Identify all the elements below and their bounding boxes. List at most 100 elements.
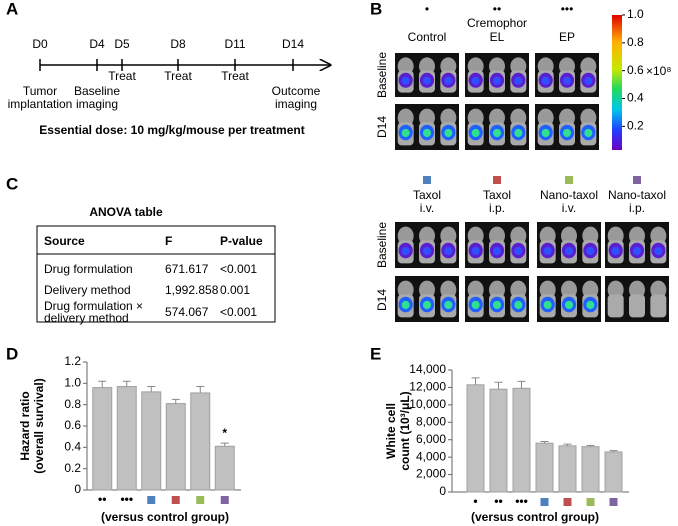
- signal: [541, 76, 550, 85]
- y-tick-label: 1.2: [64, 354, 81, 368]
- y-tick-label: 4,000: [416, 449, 446, 463]
- colorbar-label: 0.2: [627, 119, 644, 133]
- x-tick-marker: [220, 496, 229, 504]
- signal: [401, 76, 410, 85]
- signal: [543, 246, 552, 256]
- signal: [586, 300, 595, 310]
- y-tick-label: 2,000: [416, 467, 446, 481]
- colorbar-label: 0.4: [627, 91, 644, 105]
- y-tick-label: 10,000: [409, 397, 446, 411]
- x-tick-marker: [540, 498, 549, 506]
- signal: [401, 128, 410, 138]
- x-tick-label: ••: [98, 492, 106, 506]
- note: Treat: [108, 69, 136, 83]
- table-cell: 671.617: [165, 262, 209, 276]
- y-axis-label: count (10³/μL): [398, 391, 412, 470]
- signal: [493, 76, 501, 85]
- y-axis-label: (overall survival): [32, 378, 46, 473]
- y-tick-label: 0: [439, 484, 446, 498]
- signal: [563, 128, 571, 138]
- error-bar: [540, 440, 549, 444]
- bar: [489, 388, 508, 493]
- note: Treat: [221, 69, 249, 83]
- mouse: [582, 280, 599, 299]
- error-bar: [586, 444, 595, 447]
- signal: [471, 76, 480, 85]
- signal: [514, 128, 523, 138]
- signal: [563, 76, 571, 85]
- signal: [471, 128, 480, 138]
- table-cell: 1,992.858: [165, 283, 219, 297]
- bar: [165, 403, 186, 491]
- error-bar: [98, 380, 107, 388]
- group-name: EL: [490, 30, 505, 44]
- panel-label: A: [6, 0, 18, 18]
- note: imaging: [275, 97, 317, 111]
- signal: [423, 128, 431, 138]
- mouse: [650, 294, 667, 318]
- signal: [471, 300, 480, 310]
- colorbar-label: 0.6: [627, 63, 644, 77]
- y-tick-label: 0.6: [64, 418, 81, 432]
- y-tick-label: 8,000: [416, 414, 446, 428]
- panel-label: D: [6, 344, 18, 363]
- mouse: [397, 280, 414, 299]
- error-bar: [609, 450, 618, 452]
- annotation: *: [222, 426, 227, 440]
- signal: [611, 246, 620, 256]
- table-cell: <0.001: [220, 262, 257, 276]
- y-tick-label: 6,000: [416, 432, 446, 446]
- y-tick-label: 14,000: [409, 362, 446, 376]
- mouse: [419, 280, 435, 299]
- group-marker: [493, 176, 501, 184]
- table-cell: delivery method: [44, 311, 129, 325]
- bar: [190, 392, 211, 491]
- signal: [493, 300, 501, 310]
- x-axis-label: (versus control group): [471, 510, 599, 524]
- signal: [541, 128, 550, 138]
- group-name: Control: [408, 30, 447, 44]
- x-tick-marker: [609, 498, 618, 506]
- y-tick-label: 0.8: [64, 397, 81, 411]
- mouse: [607, 280, 624, 299]
- note: Treat: [164, 69, 192, 83]
- error-bar: [563, 443, 572, 446]
- group-name: Taxol: [483, 188, 511, 202]
- row-label: D14: [375, 116, 389, 138]
- day-label: D4: [89, 37, 105, 51]
- table-cell: Drug formulation: [44, 262, 133, 276]
- bar: [116, 386, 137, 491]
- y-tick-label: 0: [74, 482, 81, 496]
- group-name: EP: [559, 30, 575, 44]
- row-label: Baseline: [375, 222, 389, 268]
- x-axis-label: (versus control group): [101, 510, 229, 524]
- signal: [423, 246, 431, 256]
- day-label: D14: [282, 37, 304, 51]
- table-header: F: [165, 234, 172, 248]
- signal: [543, 300, 552, 310]
- group-marker: •: [425, 2, 429, 16]
- table-cell: Drug formulation ×: [44, 299, 143, 313]
- mouse: [539, 280, 556, 299]
- row-label: D14: [375, 289, 389, 311]
- group-marker: •••: [561, 2, 574, 16]
- error-bar: [517, 380, 526, 389]
- x-tick-label: ••: [494, 494, 502, 508]
- mouse: [510, 280, 527, 299]
- y-axis-label: Hazard ratio: [18, 391, 32, 460]
- signal: [565, 246, 573, 256]
- note: Tumor: [23, 84, 57, 98]
- colorbar-label: 0.8: [627, 35, 644, 49]
- signal: [444, 76, 453, 85]
- table-header: P-value: [220, 234, 263, 248]
- signal: [514, 76, 523, 85]
- bar: [581, 446, 600, 493]
- bar: [604, 451, 623, 493]
- signal: [423, 300, 431, 310]
- bar: [92, 387, 113, 491]
- x-tick-label: •••: [120, 492, 133, 506]
- group-name: i.p.: [489, 201, 505, 215]
- y-tick-label: 0.2: [64, 461, 81, 475]
- signal: [584, 76, 593, 85]
- day-label: D0: [32, 37, 48, 51]
